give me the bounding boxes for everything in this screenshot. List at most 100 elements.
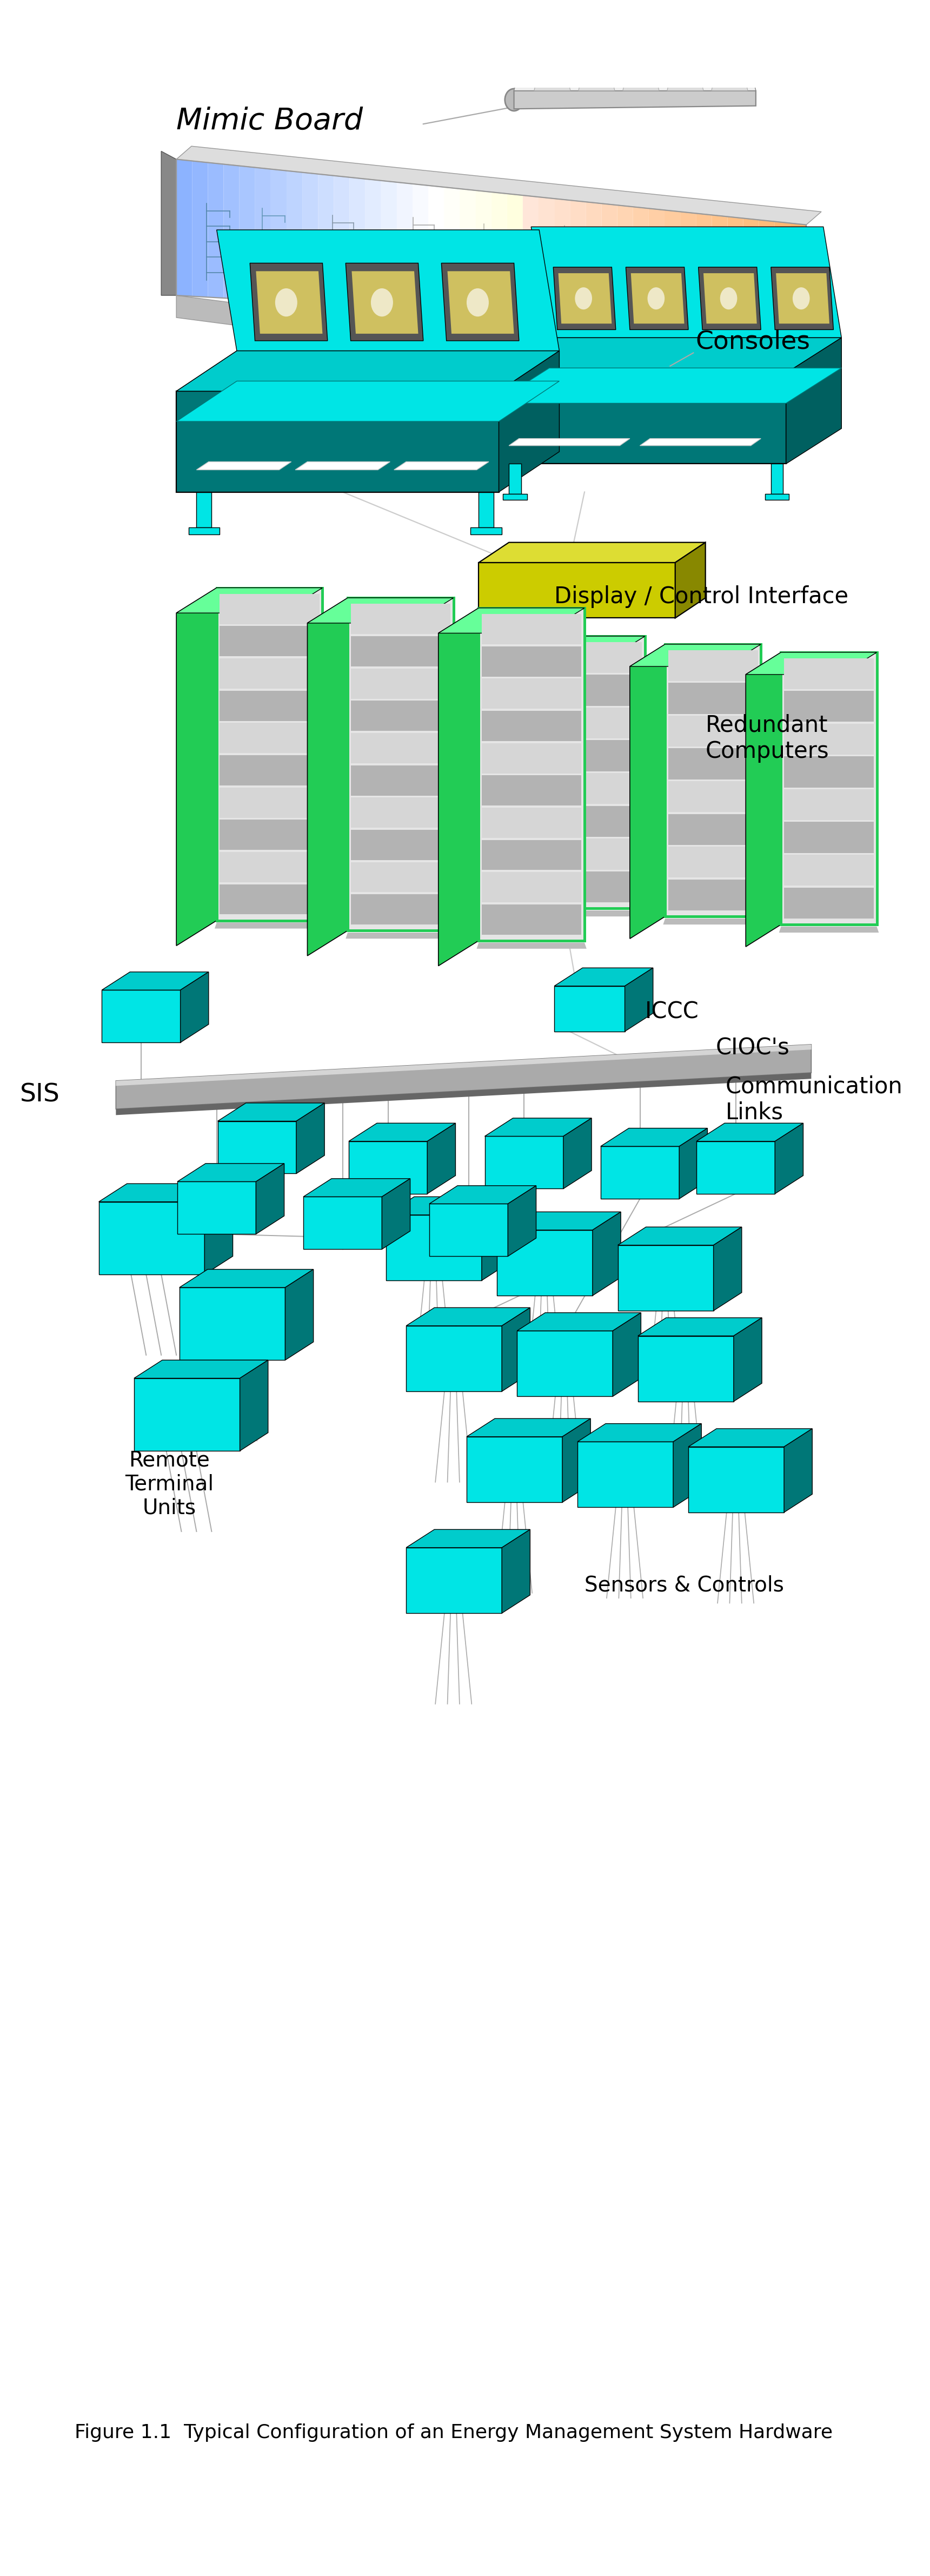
Polygon shape	[623, 82, 659, 90]
Polygon shape	[771, 464, 783, 495]
Polygon shape	[503, 495, 527, 500]
Polygon shape	[239, 165, 255, 299]
Text: Redundant
Computers: Redundant Computers	[706, 714, 829, 762]
Polygon shape	[668, 848, 758, 878]
Polygon shape	[570, 201, 586, 319]
Polygon shape	[665, 211, 680, 325]
Polygon shape	[346, 263, 423, 340]
Polygon shape	[438, 608, 479, 966]
Polygon shape	[223, 165, 239, 299]
Polygon shape	[177, 147, 821, 224]
Polygon shape	[602, 204, 618, 319]
Polygon shape	[207, 162, 223, 299]
Polygon shape	[618, 1244, 713, 1311]
Polygon shape	[633, 206, 649, 322]
Polygon shape	[613, 1314, 641, 1396]
Polygon shape	[552, 806, 642, 837]
Polygon shape	[631, 273, 684, 325]
Polygon shape	[494, 368, 842, 404]
Polygon shape	[308, 598, 454, 623]
Polygon shape	[552, 739, 642, 770]
Ellipse shape	[575, 289, 592, 309]
Polygon shape	[349, 1141, 427, 1193]
Polygon shape	[215, 922, 325, 927]
Polygon shape	[649, 209, 665, 322]
Polygon shape	[286, 170, 302, 301]
Polygon shape	[308, 598, 348, 956]
Polygon shape	[508, 1185, 536, 1257]
Polygon shape	[679, 1128, 708, 1198]
Polygon shape	[482, 677, 581, 708]
Polygon shape	[351, 734, 450, 762]
Ellipse shape	[371, 289, 393, 317]
Polygon shape	[255, 167, 271, 301]
Polygon shape	[697, 1141, 775, 1193]
Polygon shape	[668, 716, 758, 747]
Text: ICCC: ICCC	[645, 999, 699, 1023]
Polygon shape	[482, 1198, 510, 1280]
Polygon shape	[189, 528, 219, 533]
Polygon shape	[467, 1419, 591, 1437]
Polygon shape	[771, 268, 833, 330]
Polygon shape	[193, 160, 207, 296]
Polygon shape	[482, 806, 581, 837]
Polygon shape	[497, 1211, 621, 1229]
Polygon shape	[177, 587, 323, 613]
Polygon shape	[350, 178, 365, 307]
Polygon shape	[554, 969, 653, 987]
Ellipse shape	[467, 289, 489, 317]
Polygon shape	[734, 1319, 762, 1401]
Polygon shape	[394, 461, 489, 469]
Polygon shape	[482, 840, 581, 871]
Polygon shape	[592, 1211, 621, 1296]
Polygon shape	[479, 608, 585, 940]
Polygon shape	[406, 1309, 530, 1327]
Text: Consoles: Consoles	[696, 330, 810, 355]
Polygon shape	[727, 216, 743, 327]
Polygon shape	[586, 201, 602, 319]
Polygon shape	[668, 814, 758, 845]
Polygon shape	[618, 206, 633, 322]
Polygon shape	[180, 971, 208, 1043]
Polygon shape	[517, 1314, 641, 1332]
Polygon shape	[179, 1288, 286, 1360]
Polygon shape	[784, 822, 874, 853]
Text: CIOC's: CIOC's	[715, 1036, 790, 1059]
Polygon shape	[668, 649, 758, 680]
Polygon shape	[552, 641, 642, 672]
Polygon shape	[638, 1337, 734, 1401]
Polygon shape	[784, 788, 874, 819]
Polygon shape	[217, 229, 559, 350]
Polygon shape	[509, 438, 630, 446]
Polygon shape	[534, 82, 570, 90]
Polygon shape	[467, 1437, 563, 1502]
Polygon shape	[743, 219, 759, 327]
Polygon shape	[351, 894, 450, 925]
Polygon shape	[351, 829, 450, 860]
Polygon shape	[665, 644, 761, 917]
Polygon shape	[177, 350, 559, 392]
Polygon shape	[784, 657, 874, 690]
Polygon shape	[397, 183, 413, 309]
Polygon shape	[177, 160, 193, 296]
Polygon shape	[219, 626, 320, 657]
Polygon shape	[296, 461, 390, 469]
Polygon shape	[475, 191, 491, 314]
Polygon shape	[477, 943, 587, 948]
Polygon shape	[675, 544, 706, 618]
Polygon shape	[413, 183, 429, 309]
Polygon shape	[776, 273, 830, 325]
Polygon shape	[564, 1118, 591, 1188]
Polygon shape	[134, 1360, 268, 1378]
Polygon shape	[318, 175, 334, 304]
Text: Mimic Board: Mimic Board	[177, 106, 363, 134]
Polygon shape	[406, 1530, 530, 1548]
Polygon shape	[640, 438, 761, 446]
Polygon shape	[256, 1164, 285, 1234]
Polygon shape	[218, 1121, 297, 1175]
Polygon shape	[630, 644, 665, 938]
Polygon shape	[352, 270, 418, 335]
Polygon shape	[485, 1136, 564, 1188]
Polygon shape	[179, 1270, 313, 1288]
Polygon shape	[668, 750, 758, 781]
